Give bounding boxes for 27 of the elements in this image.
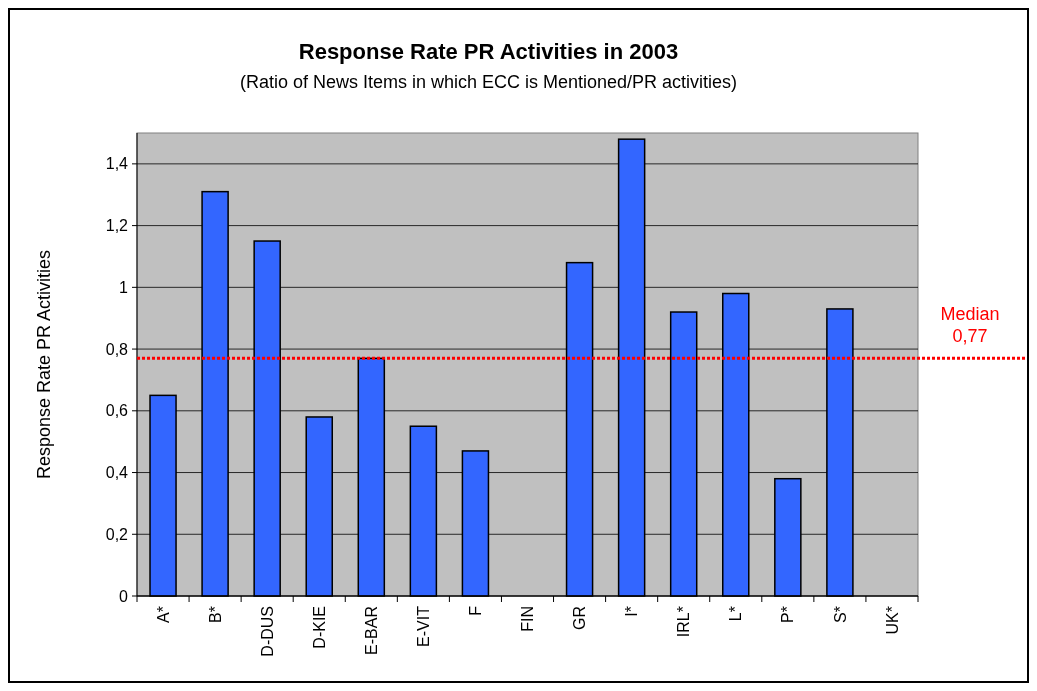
x-tick-label: S* xyxy=(831,606,849,623)
x-tick-label: F xyxy=(467,605,485,616)
x-tick-label: FIN xyxy=(519,606,537,632)
x-tick-label: D-KIE xyxy=(310,606,328,649)
chart-title: Response Rate PR Activities in 2003 xyxy=(298,39,679,64)
x-tick-label: UK* xyxy=(883,606,901,635)
y-tick-label: 0 xyxy=(119,587,129,605)
x-tick-label: B* xyxy=(206,606,224,623)
x-tick-label: E-VIT xyxy=(414,605,432,647)
y-tick-label: 1,2 xyxy=(105,217,129,235)
y-tick-label: 0,4 xyxy=(105,464,129,482)
y-tick-label: 0,2 xyxy=(105,525,129,543)
x-tick-label: P* xyxy=(779,606,797,623)
x-tick-label: IRL* xyxy=(675,606,693,638)
x-tick-label: D-DUS xyxy=(258,606,276,657)
y-tick-label: 1 xyxy=(119,278,129,296)
y-tick-label: 0,8 xyxy=(105,340,129,358)
x-tick-label: I* xyxy=(623,606,641,617)
ref-line-label: Median 0,77 xyxy=(940,304,1000,347)
x-tick-label: A* xyxy=(154,606,172,623)
x-tick-label: L* xyxy=(727,606,745,622)
x-tick-label: E-BAR xyxy=(362,606,380,655)
y-tick-label: 0,6 xyxy=(105,402,129,420)
chart-subtitle: (Ratio of News Items in which ECC is Mentioned/PR activities) xyxy=(239,72,738,92)
y-axis-title: Response Rate PR Activities xyxy=(34,249,54,480)
x-tick-label: GR xyxy=(571,606,589,630)
y-tick-label: 1,4 xyxy=(105,155,129,173)
